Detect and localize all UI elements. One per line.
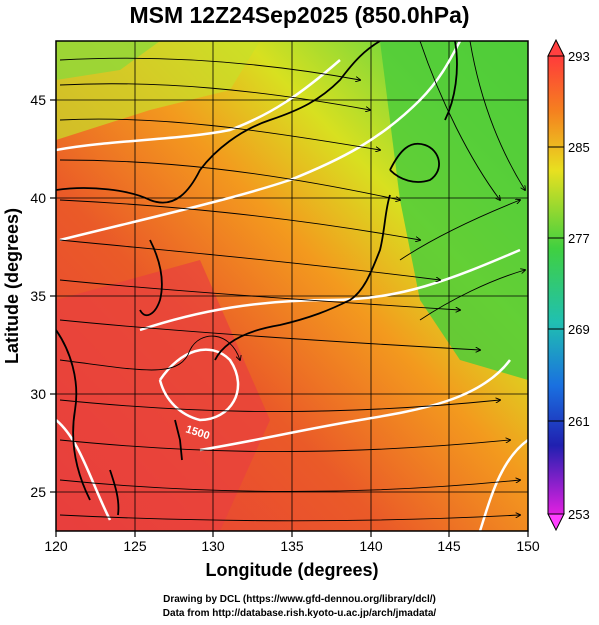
x-tick-label: 135 bbox=[280, 538, 304, 554]
colorbar: 293 285 277 269 261 253 bbox=[547, 38, 590, 532]
y-tick-label: 40 bbox=[30, 190, 46, 206]
colorbar-tick-label: 277 bbox=[568, 231, 590, 246]
colorbar-tick-label: 253 bbox=[568, 507, 590, 522]
x-tick-label: 150 bbox=[516, 538, 540, 554]
x-tick-label: 140 bbox=[359, 538, 383, 554]
colorbar-tick-label: 269 bbox=[568, 322, 590, 337]
credit-drawing: Drawing by DCL (https://www.gfd-dennou.o… bbox=[163, 594, 436, 605]
colorbar-tick-label: 293 bbox=[568, 49, 590, 64]
grid-lines bbox=[56, 41, 528, 531]
y-axis-label: Latitude (degrees) bbox=[2, 208, 22, 364]
map-title: MSM 12Z24Sep2025 (850.0hPa) bbox=[129, 2, 470, 28]
streamlines bbox=[59, 41, 525, 522]
coastlines bbox=[56, 41, 458, 516]
x-tick-label: 130 bbox=[201, 538, 225, 554]
colorbar-tick-label: 261 bbox=[568, 414, 590, 429]
y-tick-label: 35 bbox=[30, 288, 46, 304]
x-axis-label: Longitude (degrees) bbox=[205, 560, 378, 580]
x-tick-label: 120 bbox=[44, 538, 68, 554]
x-tick-label: 125 bbox=[123, 538, 147, 554]
x-tick-label: 145 bbox=[437, 538, 461, 554]
y-tick-label: 25 bbox=[30, 484, 46, 500]
colorbar-tick-label: 285 bbox=[568, 140, 590, 155]
axis-ticks bbox=[50, 99, 529, 537]
y-tick-label: 45 bbox=[30, 92, 46, 108]
credit-data: Data from http://database.rish.kyoto-u.a… bbox=[162, 608, 437, 619]
y-tick-label: 30 bbox=[30, 386, 46, 402]
